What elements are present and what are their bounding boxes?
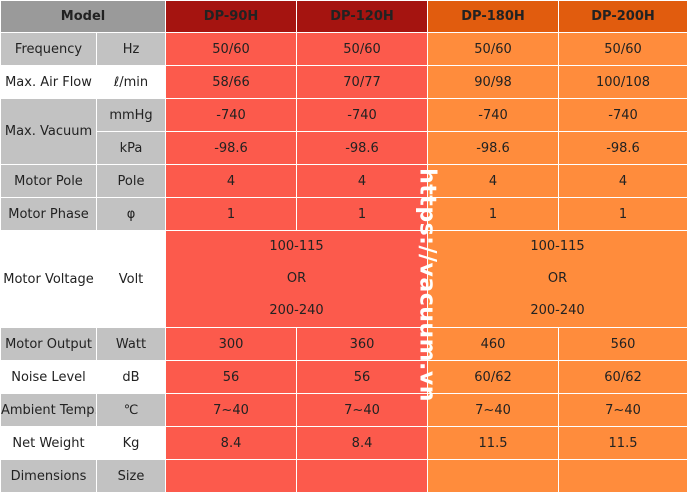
dimensions-value	[297, 460, 428, 493]
row-motor-output: Motor Output Watt 300 360 460 560	[1, 328, 687, 361]
row-motor-pole: Motor Pole Pole 4 4 4 4	[1, 165, 687, 198]
row-weight: Net Weight Kg 8.4 8.4 11.5 11.5	[1, 427, 687, 460]
motor-output-label: Motor Output	[1, 328, 97, 361]
motor-pole-value: 4	[559, 165, 687, 198]
motor-output-value: 560	[559, 328, 687, 361]
weight-value: 8.4	[297, 427, 428, 460]
frequency-value: 50/60	[297, 33, 428, 66]
motor-phase-unit: φ	[97, 198, 166, 231]
vacuum-kpa-unit: kPa	[97, 132, 166, 165]
weight-value: 11.5	[559, 427, 687, 460]
noise-value: 60/62	[559, 361, 687, 394]
motor-voltage-unit: Volt	[97, 231, 166, 328]
ambient-label: Ambient Temp.	[1, 394, 97, 427]
vacuum-mmhg-value: -740	[559, 99, 687, 132]
noise-value: 56	[297, 361, 428, 394]
frequency-label: Frequency	[1, 33, 97, 66]
vacuum-label: Max. Vacuum	[1, 99, 97, 165]
voltage-or: OR	[428, 263, 687, 295]
vacuum-mmhg-unit: mmHg	[97, 99, 166, 132]
vacuum-mmhg-value: -740	[166, 99, 297, 132]
air-flow-value: 90/98	[428, 66, 559, 99]
row-vacuum-kpa: kPa -98.6 -98.6 -98.6 -98.6	[1, 132, 687, 165]
model-header: Model	[1, 1, 166, 33]
weight-label: Net Weight	[1, 427, 97, 460]
noise-unit: dB	[97, 361, 166, 394]
frequency-value: 50/60	[559, 33, 687, 66]
motor-pole-unit: Pole	[97, 165, 166, 198]
motor-pole-value: 4	[297, 165, 428, 198]
motor-voltage-value-left: 100-115 OR 200-240	[166, 231, 428, 328]
ambient-unit: ℃	[97, 394, 166, 427]
voltage-or: OR	[166, 263, 427, 295]
weight-value: 8.4	[166, 427, 297, 460]
model-dp-180h: DP-180H	[428, 1, 559, 33]
air-flow-value: 100/108	[559, 66, 687, 99]
row-air-flow: Max. Air Flow ℓ/min 58/66 70/77 90/98 10…	[1, 66, 687, 99]
ambient-value: 7~40	[297, 394, 428, 427]
vacuum-kpa-value: -98.6	[559, 132, 687, 165]
row-frequency: Frequency Hz 50/60 50/60 50/60 50/60	[1, 33, 687, 66]
frequency-value: 50/60	[166, 33, 297, 66]
vacuum-mmhg-value: -740	[297, 99, 428, 132]
noise-value: 56	[166, 361, 297, 394]
row-noise: Noise Level dB 56 56 60/62 60/62	[1, 361, 687, 394]
dimensions-value	[166, 460, 297, 493]
dimensions-unit: Size	[97, 460, 166, 493]
frequency-unit: Hz	[97, 33, 166, 66]
voltage-range-low: 100-115	[166, 231, 427, 263]
vacuum-kpa-value: -98.6	[166, 132, 297, 165]
row-dimensions: Dimensions Size	[1, 460, 687, 493]
dimensions-value	[559, 460, 687, 493]
vacuum-kpa-value: -98.6	[297, 132, 428, 165]
motor-phase-label: Motor Phase	[1, 198, 97, 231]
ambient-value: 7~40	[428, 394, 559, 427]
weight-value: 11.5	[428, 427, 559, 460]
frequency-value: 50/60	[428, 33, 559, 66]
voltage-range-low: 100-115	[428, 231, 687, 263]
ambient-value: 7~40	[166, 394, 297, 427]
vacuum-kpa-value: -98.6	[428, 132, 559, 165]
row-motor-voltage: Motor Voltage Volt 100-115 OR 200-240 10…	[1, 231, 687, 328]
motor-output-unit: Watt	[97, 328, 166, 361]
motor-output-value: 300	[166, 328, 297, 361]
motor-output-value: 360	[297, 328, 428, 361]
weight-unit: Kg	[97, 427, 166, 460]
motor-pole-value: 4	[166, 165, 297, 198]
row-ambient: Ambient Temp. ℃ 7~40 7~40 7~40 7~40	[1, 394, 687, 427]
voltage-range-high: 200-240	[166, 295, 427, 327]
ambient-value: 7~40	[559, 394, 687, 427]
model-dp-120h: DP-120H	[297, 1, 428, 33]
model-dp-90h: DP-90H	[166, 1, 297, 33]
air-flow-unit: ℓ/min	[97, 66, 166, 99]
motor-output-value: 460	[428, 328, 559, 361]
motor-pole-label: Motor Pole	[1, 165, 97, 198]
row-motor-phase: Motor Phase φ 1 1 1 1	[1, 198, 687, 231]
noise-value: 60/62	[428, 361, 559, 394]
air-flow-label: Max. Air Flow	[1, 66, 97, 99]
model-dp-200h: DP-200H	[559, 1, 687, 33]
motor-pole-value: 4	[428, 165, 559, 198]
dimensions-value	[428, 460, 559, 493]
motor-voltage-label: Motor Voltage	[1, 231, 97, 328]
noise-label: Noise Level	[1, 361, 97, 394]
row-vacuum-mmhg: Max. Vacuum mmHg -740 -740 -740 -740	[1, 99, 687, 132]
air-flow-value: 70/77	[297, 66, 428, 99]
voltage-range-high: 200-240	[428, 295, 687, 327]
motor-phase-value: 1	[428, 198, 559, 231]
dimensions-label: Dimensions	[1, 460, 97, 493]
header-row: Model DP-90H DP-120H DP-180H DP-200H	[1, 1, 687, 33]
vacuum-mmhg-value: -740	[428, 99, 559, 132]
motor-voltage-value-right: 100-115 OR 200-240	[428, 231, 687, 328]
motor-phase-value: 1	[297, 198, 428, 231]
motor-phase-value: 1	[559, 198, 687, 231]
motor-phase-value: 1	[166, 198, 297, 231]
air-flow-value: 58/66	[166, 66, 297, 99]
